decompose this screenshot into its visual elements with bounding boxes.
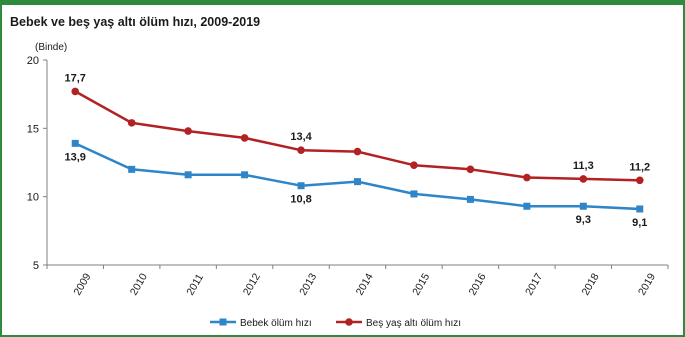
data-point (410, 161, 418, 170)
data-label: 17,7 (65, 72, 86, 84)
data-label: 13,4 (290, 131, 312, 143)
data-point (523, 202, 531, 210)
legend-marker (219, 318, 227, 326)
y-unit-label: (Binde) (35, 42, 67, 53)
data-point (128, 165, 136, 173)
data-label: 13,9 (65, 151, 86, 163)
chart-title: Bebek ve beş yaş altı ölüm hızı, 2009-20… (10, 15, 260, 29)
data-point (579, 202, 587, 210)
data-point (297, 182, 305, 190)
data-label: 11,2 (629, 161, 650, 173)
data-point (579, 175, 588, 183)
data-point (466, 165, 475, 174)
data-point (184, 127, 192, 135)
data-point (71, 139, 79, 147)
data-point (184, 171, 192, 179)
x-tick-label: 2010 (128, 271, 150, 297)
axes: 5 10 15 20 2009 2010 2011 2012 2013 2014 2015 2016 2… (27, 55, 669, 298)
data-point (636, 205, 644, 213)
data-point (241, 171, 249, 179)
data-point (127, 119, 136, 127)
data-point (635, 176, 644, 185)
data-label: 9,3 (576, 214, 591, 226)
data-point (353, 147, 362, 156)
x-tick-label: 2016 (467, 271, 489, 297)
data-labels: 13,9 10,8 9,3 9,1 17,7 13,4 11,3 11,2 (65, 72, 651, 229)
series-line-2 (74, 90, 640, 182)
data-point (240, 134, 249, 142)
legend-marker (345, 318, 353, 326)
legend-label: Beş yaş altı ölüm hızı (366, 318, 461, 329)
x-tick-label: 2015 (410, 271, 432, 297)
legend: Bebek ölüm hızı Beş yaş altı ölüm hızı (210, 318, 461, 329)
data-point (410, 190, 418, 198)
data-point (523, 173, 531, 182)
y-tick-label: 15 (27, 123, 39, 135)
data-point (71, 87, 80, 96)
y-tick-label: 20 (27, 55, 39, 67)
x-tick-label: 2012 (241, 271, 263, 297)
data-point (466, 195, 474, 203)
y-tick-label: 10 (27, 192, 39, 204)
y-tick-label: 5 (33, 260, 39, 272)
data-label: 10,8 (290, 194, 311, 206)
data-point (297, 146, 305, 154)
legend-label: Bebek ölüm hızı (240, 318, 312, 329)
x-tick-label: 2017 (523, 271, 545, 297)
series-layer (71, 87, 644, 213)
data-label: 9,1 (632, 217, 647, 229)
x-tick-label: 2018 (580, 271, 602, 297)
data-label: 11,3 (573, 160, 594, 172)
x-tick-label: 2014 (354, 271, 376, 297)
x-tick-label: 2019 (636, 271, 658, 297)
data-point (354, 178, 361, 186)
x-tick-label: 2009 (71, 271, 93, 297)
x-tick-label: 2011 (184, 272, 206, 298)
x-tick-label: 2013 (297, 271, 319, 297)
